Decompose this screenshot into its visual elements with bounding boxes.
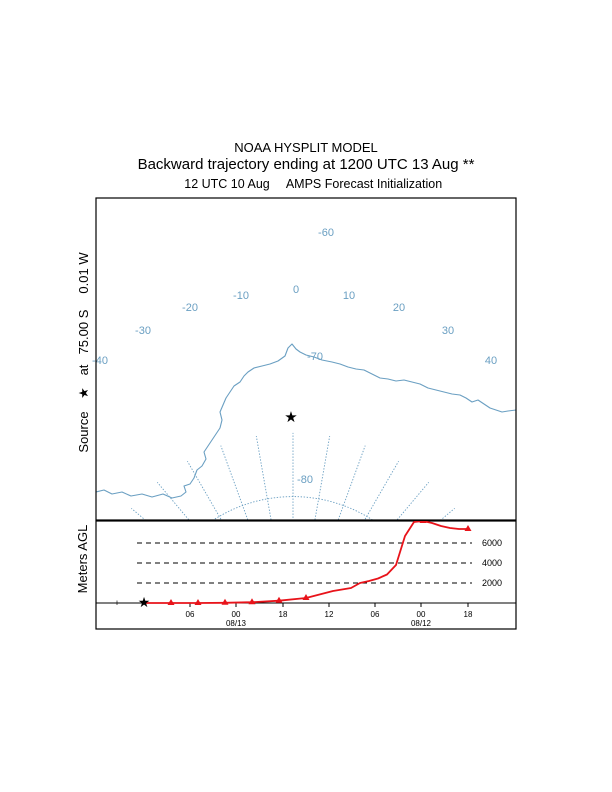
- lon-label-40: 40: [485, 355, 497, 367]
- map-frame: [95, 197, 517, 521]
- altitude-point-marker: [221, 598, 229, 605]
- lon-label-m30: -30: [135, 325, 151, 337]
- altitude-tick-label: 2000: [482, 578, 502, 588]
- time-tick-label: 18: [464, 610, 473, 619]
- longitude-line: [364, 460, 399, 520]
- altitude-point-marker: [302, 594, 310, 600]
- altitude-point-marker: [419, 521, 427, 523]
- map-panel: -60 -70 -80 -40 -30 -20 -10 0 10 20 30 4…: [92, 197, 517, 574]
- source-at-word: at: [76, 364, 91, 375]
- altitude-panel: Meters AGL 2000 4000 6000 06 00 18 12 06 00 18 08…: [75, 520, 517, 630]
- time-tick-label: 06: [371, 610, 380, 619]
- longitude-line: [220, 445, 249, 520]
- date-label: 08/12: [411, 619, 432, 628]
- lon-label-m40: -40: [92, 355, 108, 367]
- altitude-point-marker: [248, 598, 256, 605]
- map-coastline: [96, 343, 516, 499]
- altitude-tick-label: 6000: [482, 538, 502, 548]
- longitude-line: [396, 482, 430, 520]
- source-longitude: 0.01 W: [76, 252, 91, 294]
- header-run-time: 12 UTC 10 Aug: [184, 177, 270, 191]
- source-latitude: 75.00 S: [76, 309, 91, 354]
- altitude-y-label: Meters AGL: [75, 525, 90, 594]
- lon-label-30: 30: [442, 325, 454, 337]
- lon-label-0: 0: [293, 284, 299, 296]
- lon-label-m20: -20: [182, 302, 198, 314]
- header-forecast-init: AMPS Forecast Initialization: [286, 177, 442, 191]
- altitude-reference-lines: 2000 4000 6000: [137, 538, 502, 588]
- altitude-point-marker: [275, 596, 283, 603]
- altitude-tick-label: 4000: [482, 558, 502, 568]
- lon-label-20: 20: [393, 302, 405, 314]
- altitude-time-axis: 06 00 18 12 06 00 18 08/13 08/12: [186, 603, 473, 628]
- lat-label-60: -60: [318, 227, 334, 239]
- altitude-trajectory-line: [144, 521, 468, 604]
- map-grid-labels: -60 -70 -80 -40 -30 -20 -10 0 10 20 30 4…: [92, 227, 497, 486]
- longitude-line: [255, 436, 272, 520]
- lon-label-m10: -10: [233, 290, 249, 302]
- altitude-trajectory: [144, 521, 472, 605]
- time-tick-label: 12: [325, 610, 334, 619]
- lon-label-10: 10: [343, 290, 355, 302]
- time-tick-label: 00: [232, 610, 241, 619]
- source-side-label: Source ★ at 75.00 S 0.01 W: [76, 252, 91, 453]
- time-tick-label: 00: [417, 610, 426, 619]
- longitude-line: [156, 482, 190, 520]
- antarctic-coastline: [96, 343, 516, 499]
- longitude-line: [187, 460, 222, 520]
- altitude-frame: [95, 520, 517, 630]
- time-tick-label: 18: [279, 610, 288, 619]
- source-word: Source: [76, 411, 91, 452]
- map-graticule: [131, 432, 455, 520]
- longitude-line: [314, 436, 331, 520]
- longitude-line: [337, 445, 366, 520]
- lat-label-70: -70: [307, 351, 323, 363]
- altitude-point-marker: [464, 525, 472, 531]
- source-star-icon: ★: [76, 387, 91, 399]
- date-label: 08/13: [226, 619, 247, 628]
- lat-label-80: -80: [297, 474, 313, 486]
- altitude-source-star-icon: ★: [138, 594, 151, 610]
- header-title-trajectory: Backward trajectory ending at 1200 UTC 1…: [138, 156, 475, 173]
- time-tick-label: 06: [186, 610, 195, 619]
- header-title-model: NOAA HYSPLIT MODEL: [234, 140, 378, 155]
- altitude-left-marker: +: [114, 598, 119, 608]
- map-background: [96, 198, 516, 520]
- altitude-point-marker: [194, 599, 202, 605]
- source-star-marker-icon: ★: [284, 409, 297, 426]
- altitude-point-marker: [167, 599, 175, 605]
